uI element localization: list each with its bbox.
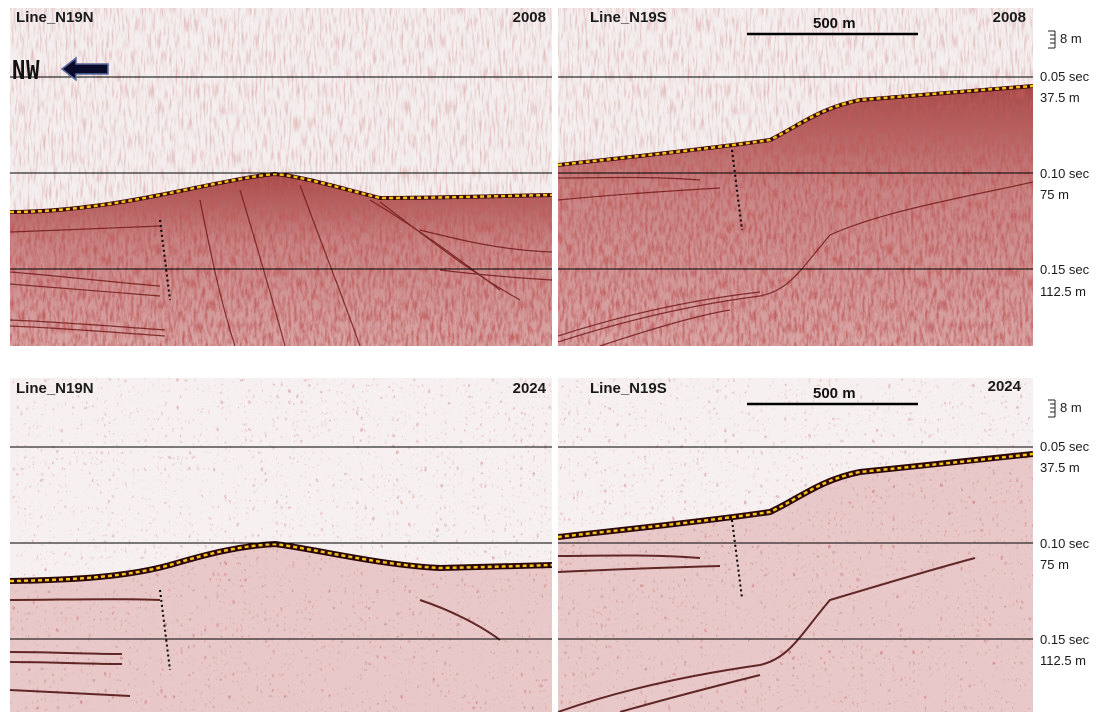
panel-bottom-left xyxy=(10,378,552,712)
vertical-scale-icon xyxy=(1048,399,1056,418)
time-label: 0.05 sec xyxy=(1040,439,1090,454)
direction-label: NW xyxy=(12,56,41,86)
fault-trace xyxy=(159,219,171,301)
depth-label: 75 m xyxy=(1040,187,1069,202)
depth-label: 112.5 m xyxy=(1040,284,1087,299)
panel-year: 2008 xyxy=(992,9,1026,26)
vertical-scale-label: 8 m xyxy=(1060,400,1082,415)
vertical-scale-icon xyxy=(1048,30,1056,49)
time-label: 0.15 sec xyxy=(1040,632,1090,647)
time-label: 0.10 sec xyxy=(1040,536,1090,551)
panel-top-left xyxy=(10,8,552,346)
time-label: 0.05 sec xyxy=(1040,69,1090,84)
panel-title: Line_N19N xyxy=(16,9,94,26)
depth-label: 37.5 m xyxy=(1040,460,1080,475)
panel-title: Line_N19S xyxy=(590,380,667,397)
depth-label: 75 m xyxy=(1040,557,1069,572)
panel-year: 2024 xyxy=(512,380,546,397)
depth-label: 37.5 m xyxy=(1040,90,1080,105)
time-label: 0.15 sec xyxy=(1040,262,1090,277)
scale-bar-label: 500 m xyxy=(813,385,856,402)
time-label: 0.10 sec xyxy=(1040,166,1090,181)
depth-label: 112.5 m xyxy=(1040,653,1087,668)
panel-bottom-right xyxy=(558,378,1033,712)
panel-title: Line_N19N xyxy=(16,380,94,397)
vertical-scale-label: 8 m xyxy=(1060,31,1082,46)
direction-arrow-icon xyxy=(60,56,109,82)
panel-year: 2008 xyxy=(512,9,546,26)
panel-year: 2024 xyxy=(987,378,1021,395)
scale-bar-label: 500 m xyxy=(813,15,856,32)
panel-top-right xyxy=(558,8,1033,346)
panel-title: Line_N19S xyxy=(590,9,667,26)
